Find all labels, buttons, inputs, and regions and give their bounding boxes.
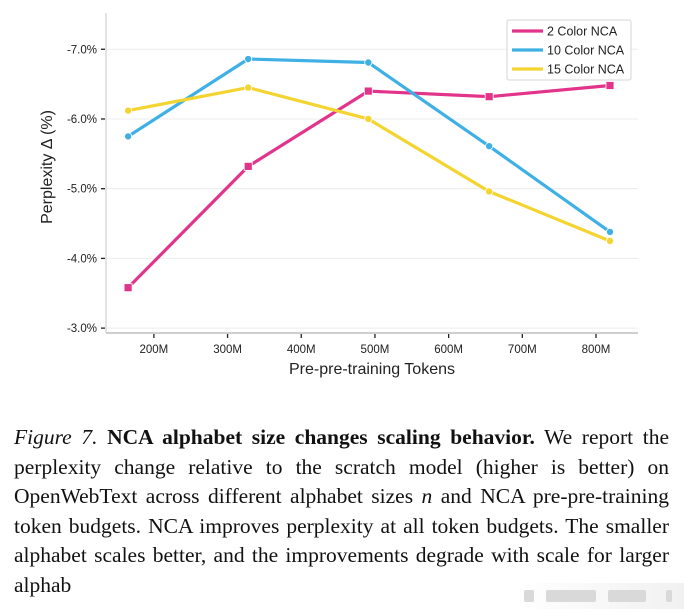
caption-title: NCA alphabet size changes scaling behavi… [107, 425, 535, 449]
legend-label-15-color-nca: 15 Color NCA [547, 63, 625, 77]
x-axis-title: Pre-pre-training Tokens [289, 361, 455, 378]
data-point-2-color-nca [605, 81, 615, 90]
x-tick-label: 200M [140, 344, 169, 356]
line-chart: -7.0% -6.0% -5.0% -4.0% -3.0% 200M 300M 400M 50… [39, 13, 638, 378]
y-tick-label: -5.0% [67, 184, 97, 196]
legend-items: 2 Color NCA 10 Color NCA 15 Color NCA [512, 25, 625, 77]
series-lines [123, 55, 615, 293]
x-tick-label: 600M [434, 344, 463, 356]
data-point-2-color-nca [363, 86, 373, 96]
y-axis-ticks: -7.0% -6.0% -5.0% -4.0% -3.0% [67, 44, 105, 335]
data-point-2-color-nca [484, 92, 494, 102]
data-point-15-color-nca [244, 83, 253, 92]
data-point-10-color-nca [485, 142, 494, 151]
watermark-glyph [524, 590, 534, 602]
legend-label-2-color-nca: 2 Color NCA [547, 25, 618, 39]
y-tick-label: -7.0% [67, 44, 97, 56]
data-point-2-color-nca [243, 161, 253, 171]
caption-math-n: n [421, 484, 433, 509]
data-point-15-color-nca [364, 114, 373, 123]
data-point-10-color-nca [606, 227, 615, 236]
data-point-10-color-nca [244, 55, 253, 64]
x-axis-ticks: 200M 300M 400M 500M 600M 700M 800M [140, 334, 611, 356]
data-point-10-color-nca [364, 58, 373, 67]
watermark-glyph [666, 590, 672, 602]
series-line-15-color-nca [126, 85, 612, 243]
data-point-10-color-nca [124, 132, 133, 141]
x-tick-label: 700M [508, 344, 537, 356]
x-tick-label: 400M [287, 344, 316, 356]
series-line-10-color-nca [126, 57, 612, 234]
x-tick-label: 500M [361, 344, 390, 356]
series-2-color-nca [123, 81, 615, 293]
y-tick-label: -4.0% [67, 253, 97, 265]
legend-box [506, 19, 632, 81]
figure-caption: Figure 7. NCA alphabet size changes scal… [14, 423, 669, 601]
caption-body-2: and NCA pre-pre-training token budgets. … [14, 484, 669, 597]
y-tick-label: -6.0% [67, 114, 97, 126]
watermark-glyph [608, 590, 646, 602]
legend-label-10-color-nca: 10 Color NCA [547, 44, 625, 58]
caption-body-1: We report the perplexity change relative… [14, 425, 670, 509]
watermark-overlay [516, 583, 684, 609]
data-point-15-color-nca [485, 187, 494, 196]
data-point-15-color-nca [124, 106, 133, 115]
series-10-color-nca [124, 55, 615, 236]
figure: -7.0% -6.0% -5.0% -4.0% -3.0% 200M 300M 400M 50… [39, 13, 638, 378]
y-tick-label: -3.0% [67, 323, 97, 335]
y-axis-title: Perplexity Δ (%) [39, 110, 56, 224]
series-15-color-nca [124, 83, 615, 245]
legend: 2 Color NCA 10 Color NCA 15 Color NCA [506, 19, 632, 81]
data-point-15-color-nca [606, 236, 615, 245]
data-point-2-color-nca [123, 283, 133, 293]
caption-figure-label: Figure 7. [14, 425, 98, 449]
x-tick-label: 300M [213, 344, 242, 356]
watermark-glyph [546, 590, 596, 602]
x-tick-label: 800M [582, 344, 611, 356]
